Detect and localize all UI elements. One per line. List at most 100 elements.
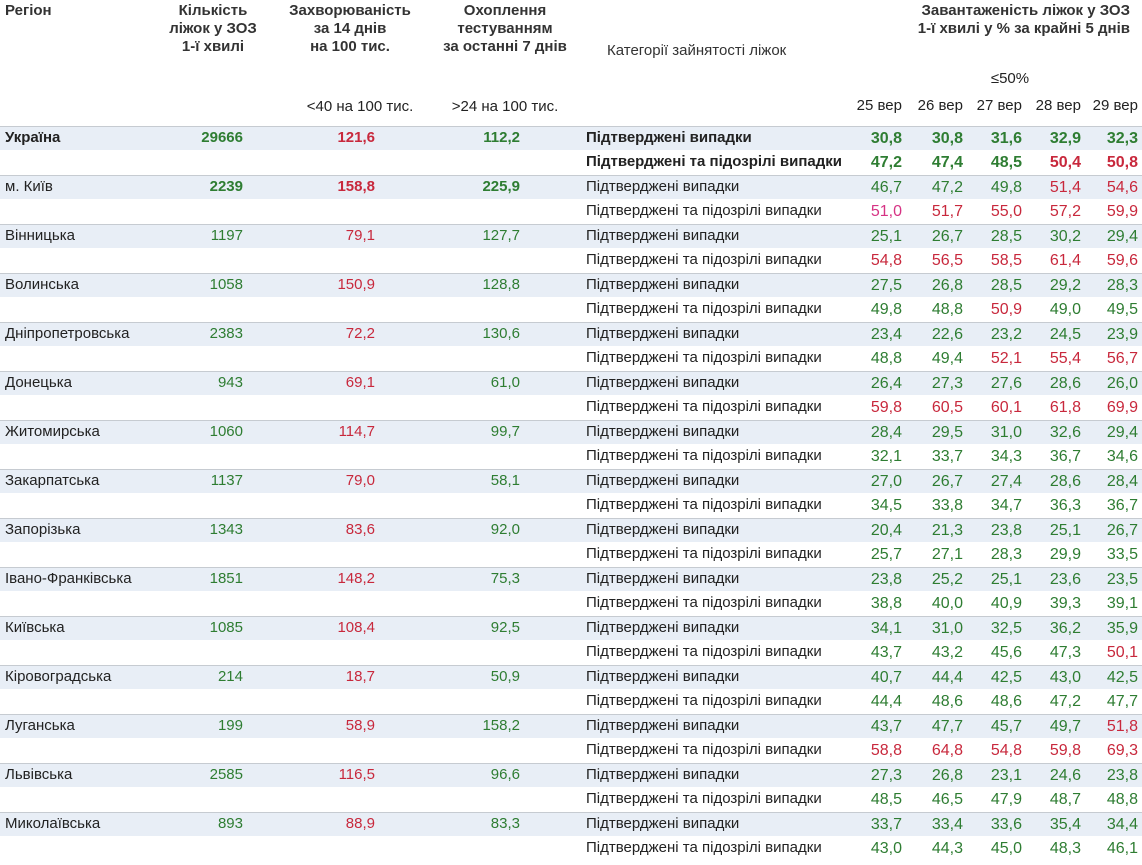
row-separator	[0, 126, 1142, 127]
occupancy-value: 31,6	[990, 130, 1022, 147]
occupancy-value: 27,1	[931, 546, 963, 563]
occupancy-value: 44,3	[931, 840, 963, 857]
occupancy-value: 26,8	[931, 767, 963, 784]
beds-value: 1060	[209, 423, 243, 440]
occupancy-value: 23,1	[990, 767, 1022, 784]
testing-value: 127,7	[482, 227, 520, 244]
occupancy-value: 23,8	[990, 522, 1022, 539]
occupancy-value: 23,6	[1049, 571, 1081, 588]
occupancy-value: 69,3	[1106, 742, 1138, 759]
occupancy-value: 48,5	[990, 154, 1022, 171]
row-separator	[0, 616, 1142, 617]
occupancy-value: 34,6	[1106, 448, 1138, 465]
occupancy-value: 49,5	[1106, 301, 1138, 318]
occupancy-value: 28,4	[870, 424, 902, 441]
header-beds: 1-ї хвилі	[181, 38, 245, 55]
occupancy-value: 42,5	[990, 669, 1022, 686]
header-region: Регіон	[5, 2, 52, 19]
occupancy-value: 31,0	[931, 620, 963, 637]
header-testing: Охоплення	[463, 2, 547, 19]
occupancy-value: 23,4	[870, 326, 902, 343]
category-label: Підтверджені випадки	[586, 472, 740, 489]
occupancy-value: 59,8	[1049, 742, 1081, 759]
occupancy-value: 32,9	[1049, 130, 1081, 147]
occupancy-value: 48,6	[990, 693, 1022, 710]
category-label: Підтверджені та підозрілі випадки	[586, 643, 822, 660]
category-label: Підтверджені випадки	[586, 178, 740, 195]
category-label: Підтверджені та підозрілі випадки	[586, 398, 822, 415]
occupancy-value: 58,5	[990, 252, 1022, 269]
occupancy-value: 29,2	[1049, 277, 1081, 294]
occupancy-value: 48,8	[1106, 791, 1138, 808]
occupancy-value: 26,7	[931, 228, 963, 245]
beds-value: 1343	[209, 521, 243, 538]
occupancy-value: 29,4	[1106, 228, 1138, 245]
row-band	[0, 763, 1142, 787]
incidence-value: 72,2	[345, 325, 375, 342]
occupancy-value: 47,9	[990, 791, 1022, 808]
occupancy-value: 45,6	[990, 644, 1022, 661]
occupancy-value: 56,7	[1106, 350, 1138, 367]
testing-value: 130,6	[482, 325, 520, 342]
date-header: 28 вер	[1035, 97, 1081, 114]
occupancy-value: 45,0	[990, 840, 1022, 857]
occupancy-value: 44,4	[931, 669, 963, 686]
row-band	[0, 567, 1142, 591]
region-name: м. Київ	[5, 178, 53, 195]
occupancy-value: 36,2	[1049, 620, 1081, 637]
row-separator	[0, 714, 1142, 715]
category-label: Підтверджені та підозрілі випадки	[586, 741, 822, 758]
occupancy-value: 30,8	[870, 130, 902, 147]
testing-value: 99,7	[490, 423, 520, 440]
header-beds: ліжок у ЗОЗ	[169, 20, 257, 37]
header-category: Категорії зайнятості ліжок	[607, 42, 787, 59]
occupancy-value: 51,7	[931, 203, 963, 220]
occupancy-value: 47,2	[931, 179, 963, 196]
region-name: Миколаївська	[5, 815, 101, 832]
beds-value: 893	[217, 815, 243, 832]
incidence-value: 121,6	[337, 129, 375, 146]
occupancy-value: 24,5	[1049, 326, 1081, 343]
occupancy-value: 28,6	[1049, 473, 1081, 490]
region-name: Львівська	[5, 766, 73, 783]
region-name: Кіровоградська	[5, 668, 112, 685]
beds-value: 29666	[201, 129, 243, 146]
occupancy-value: 28,3	[1106, 277, 1138, 294]
row-separator	[0, 665, 1142, 666]
occupancy-value: 40,7	[870, 669, 902, 686]
testing-value: 83,3	[490, 815, 520, 832]
occupancy-value: 49,8	[870, 301, 902, 318]
occupancy-value: 49,0	[1049, 301, 1081, 318]
occupancy-value: 28,5	[990, 228, 1022, 245]
region-name: Луганська	[5, 717, 75, 734]
occupancy-value: 25,1	[1049, 522, 1081, 539]
occupancy-value: 38,8	[870, 595, 902, 612]
header-incidence: Захворюваність	[289, 2, 411, 19]
row-band	[0, 126, 1142, 150]
occupancy-value: 52,1	[990, 350, 1022, 367]
row-separator	[0, 322, 1142, 323]
region-name: Донецька	[5, 374, 72, 391]
occupancy-value: 46,5	[931, 791, 963, 808]
testing-value: 92,5	[490, 619, 520, 636]
region-name: Київська	[5, 619, 65, 636]
category-label: Підтверджені та підозрілі випадки	[586, 153, 842, 170]
category-label: Підтверджені випадки	[586, 325, 740, 342]
occupancy-value: 21,3	[931, 522, 963, 539]
occupancy-value: 23,5	[1106, 571, 1138, 588]
occupancy-value: 61,4	[1049, 252, 1081, 269]
category-label: Підтверджені випадки	[586, 129, 752, 146]
date-header: 29 вер	[1092, 97, 1138, 114]
header-testing: за останні 7 днів	[443, 38, 567, 55]
beds-value: 1137	[210, 472, 243, 489]
header-testing: тестуванням	[457, 20, 553, 37]
category-label: Підтверджені та підозрілі випадки	[586, 594, 822, 611]
occupancy-value: 35,4	[1049, 816, 1081, 833]
incidence-value: 148,2	[337, 570, 375, 587]
occupancy-value: 48,8	[931, 301, 963, 318]
occupancy-value: 59,8	[870, 399, 902, 416]
occupancy-value: 60,5	[931, 399, 963, 416]
occupancy-value: 32,3	[1106, 130, 1138, 147]
incidence-value: 83,6	[345, 521, 375, 538]
